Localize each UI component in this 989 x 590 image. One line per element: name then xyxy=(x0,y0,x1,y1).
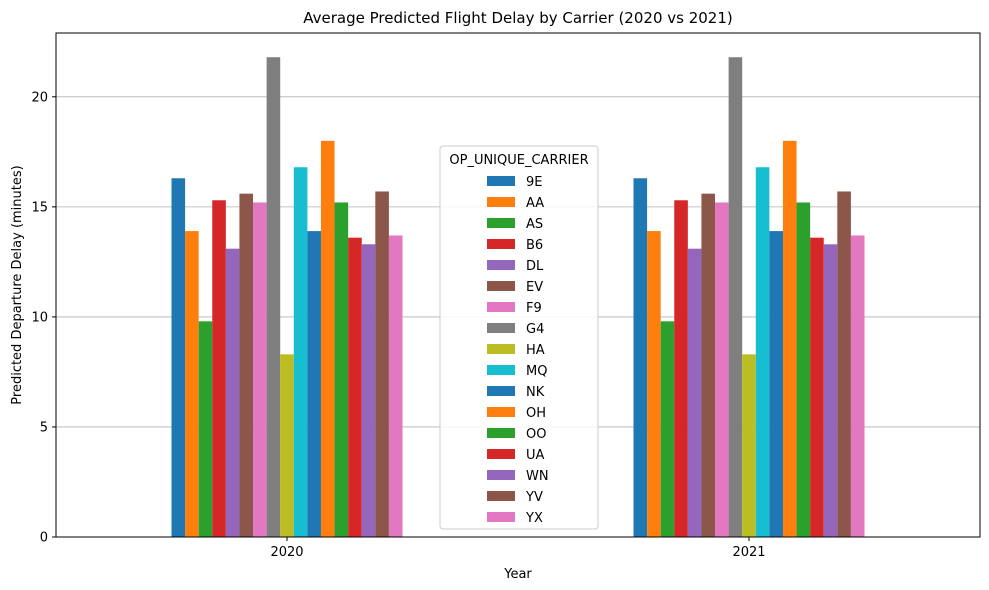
bar-ua-2021 xyxy=(810,237,824,537)
y-tick-label: 20 xyxy=(31,90,48,105)
bar-oo-2020 xyxy=(334,202,349,537)
legend-title: OP_UNIQUE_CARRIER xyxy=(449,153,588,168)
x-tick-label: 2021 xyxy=(732,545,765,560)
legend-swatch-as xyxy=(487,218,515,228)
bar-b6-2020 xyxy=(212,200,226,537)
legend-items: 9E AA AS B6 DL EV F9 G4 HA MQ NK OH OO UA WN YV YX xyxy=(487,175,549,526)
legend-label-ua: UA xyxy=(526,448,545,463)
bar-ha-2020 xyxy=(280,354,294,537)
legend-swatch-yv xyxy=(487,491,515,501)
y-axis-ticks: 0 5 10 15 20 xyxy=(31,90,56,546)
bar-ua-2020 xyxy=(348,237,362,537)
bar-ev-2020 xyxy=(239,193,254,537)
bar-g4-2020 xyxy=(266,57,281,538)
bar-oo-2021 xyxy=(796,202,811,537)
y-tick-label: 15 xyxy=(31,200,48,215)
legend-swatch-oh xyxy=(487,407,515,417)
legend-swatch-aa xyxy=(487,197,515,207)
legend-swatch-nk xyxy=(487,386,515,396)
bar-wn-2020 xyxy=(361,244,376,537)
bar-aa-2021 xyxy=(647,231,661,537)
x-tick-label: 2020 xyxy=(270,545,303,560)
bar-nk-2021 xyxy=(769,231,783,537)
bar-nk-2020 xyxy=(307,231,321,537)
legend-swatch-mq xyxy=(487,365,515,375)
plot-frame xyxy=(55,32,981,538)
bar-g4-2021 xyxy=(728,57,743,538)
y-axis-label: Predicted Departure Delay (minutes) xyxy=(10,165,25,404)
legend-swatch-wn xyxy=(487,470,515,480)
bar-9e-2020 xyxy=(171,178,186,537)
legend-label-g4: G4 xyxy=(526,322,544,337)
legend-label-wn: WN xyxy=(526,469,549,484)
legend-label-dl: DL xyxy=(526,259,544,274)
legend-swatch-yx xyxy=(487,512,515,522)
bar-as-2021 xyxy=(660,321,675,537)
bar-wn-2021 xyxy=(823,244,838,537)
y-tick-label: 10 xyxy=(31,310,48,325)
bars xyxy=(171,57,865,538)
legend-swatch-b6 xyxy=(487,239,515,249)
legend-label-ev: EV xyxy=(526,280,543,295)
bar-as-2020 xyxy=(198,321,213,537)
bar-yv-2021 xyxy=(837,191,851,537)
legend-swatch-9e xyxy=(487,176,515,186)
y-tick-label: 0 xyxy=(40,531,48,546)
bar-ev-2021 xyxy=(701,193,716,537)
bar-yv-2020 xyxy=(375,191,389,537)
legend-box xyxy=(439,145,599,530)
legend: OP_UNIQUE_CARRIER 9E AA AS B6 DL EV F9 G4 HA MQ NK… xyxy=(439,145,599,530)
legend-label-aa: AA xyxy=(526,196,544,211)
legend-label-oh: OH xyxy=(526,406,546,421)
legend-label-b6: B6 xyxy=(526,238,543,253)
legend-label-oo: OO xyxy=(526,427,546,442)
legend-label-nk: NK xyxy=(526,385,545,400)
y-tick-label: 5 xyxy=(40,420,48,435)
legend-swatch-dl xyxy=(487,260,515,270)
legend-label-yv: YV xyxy=(525,490,543,505)
legend-label-yx: YX xyxy=(525,511,543,526)
legend-label-mq: MQ xyxy=(526,364,547,379)
bar-f9-2021 xyxy=(715,202,729,537)
legend-swatch-oo xyxy=(487,428,515,438)
legend-label-f9: F9 xyxy=(526,301,542,316)
legend-swatch-ev xyxy=(487,281,515,291)
legend-swatch-ha xyxy=(487,344,515,354)
bar-oh-2020 xyxy=(320,140,335,537)
bar-dl-2021 xyxy=(687,248,702,537)
x-axis-ticks: 2020 2021 xyxy=(270,537,766,560)
legend-label-9e: 9E xyxy=(526,175,543,190)
bar-ha-2021 xyxy=(742,354,756,537)
bar-dl-2020 xyxy=(225,248,240,537)
bar-b6-2021 xyxy=(674,200,688,537)
bar-9e-2021 xyxy=(633,178,648,537)
x-axis-label: Year xyxy=(503,567,532,582)
bar-f9-2020 xyxy=(253,202,267,537)
legend-swatch-g4 xyxy=(487,323,515,333)
legend-label-as: AS xyxy=(526,217,543,232)
bar-oh-2021 xyxy=(782,140,797,537)
bar-yx-2020 xyxy=(388,235,403,538)
legend-label-ha: HA xyxy=(526,343,545,358)
bar-mq-2020 xyxy=(293,167,308,537)
bar-yx-2021 xyxy=(850,235,865,538)
legend-swatch-ua xyxy=(487,449,515,459)
legend-swatch-f9 xyxy=(487,302,515,312)
bar-aa-2020 xyxy=(185,231,199,537)
chart-title: Average Predicted Flight Delay by Carrie… xyxy=(303,9,733,27)
bar-mq-2021 xyxy=(755,167,770,537)
